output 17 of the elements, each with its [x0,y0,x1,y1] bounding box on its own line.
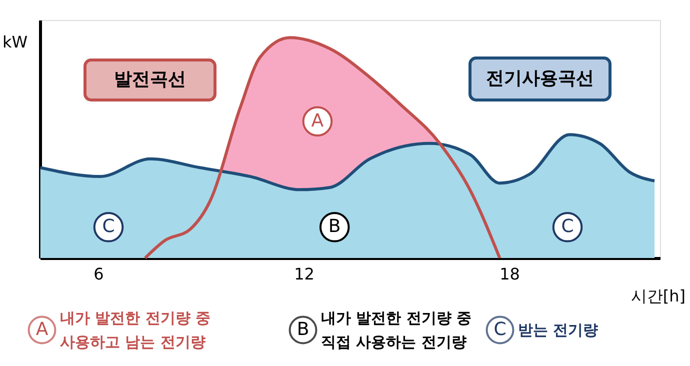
annotation: A [311,110,324,132]
x-tick-label: 18 [500,264,520,284]
text: 내가 발전한 전기량 중 사용하고 남는 전기량 [60,309,211,351]
text: 내가 발전한 전기량 중 직접 사용하는 전기량 [321,309,472,351]
text: A [36,319,49,340]
x-axis-title: 시간[h] [630,286,686,306]
annotation: C [102,216,115,238]
y-axis-title: kW [2,32,28,52]
x-tick-label: 6 [94,264,104,284]
text: C [494,319,506,340]
text: 받는 전기량 [518,321,598,339]
text: 발전곡선 [114,69,186,90]
text: B [296,319,310,340]
annotation: B [328,216,341,238]
x-tick-label: 12 [294,264,314,284]
text: 전기사용곡선 [486,68,594,89]
annotation: C [561,216,574,238]
